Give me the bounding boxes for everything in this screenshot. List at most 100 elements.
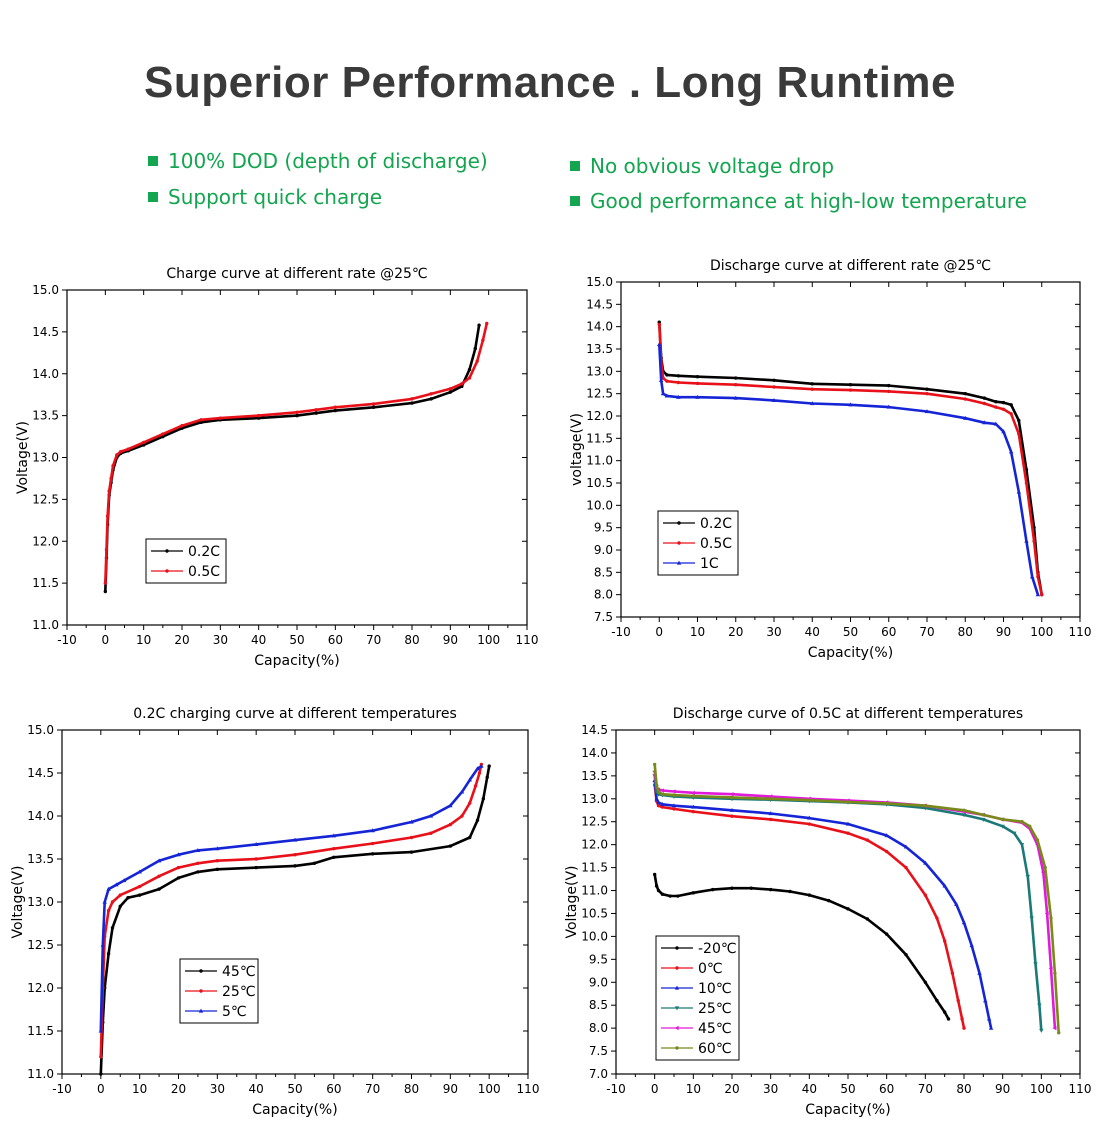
y-tick-label: 9.0 xyxy=(589,975,608,989)
data-point xyxy=(448,390,453,394)
series-line xyxy=(99,765,483,1032)
y-tick-label: 9.5 xyxy=(589,952,608,966)
data-point xyxy=(137,893,142,897)
x-tick-label: 60 xyxy=(328,633,343,647)
data-point xyxy=(460,382,464,386)
data-point xyxy=(671,789,676,794)
data-point xyxy=(106,951,111,956)
data-point xyxy=(1040,592,1044,597)
data-point xyxy=(923,893,928,897)
data-point xyxy=(845,821,851,826)
bullet-square-icon xyxy=(148,192,158,202)
data-point xyxy=(1017,432,1021,436)
data-point xyxy=(676,374,681,378)
data-point xyxy=(657,342,662,347)
data-point xyxy=(256,416,261,420)
series-line xyxy=(653,784,966,1029)
data-point xyxy=(468,835,472,840)
data-point xyxy=(111,464,115,468)
x-tick-label: 70 xyxy=(365,1082,380,1096)
y-tick-label: 15.0 xyxy=(27,723,54,737)
data-point xyxy=(1001,407,1006,411)
data-point xyxy=(1037,1003,1042,1008)
data-point xyxy=(448,387,453,391)
data-point xyxy=(115,453,119,457)
legend-label: 60℃ xyxy=(698,1041,732,1057)
data-point xyxy=(768,811,773,816)
data-point xyxy=(1000,824,1005,829)
data-point xyxy=(180,423,184,428)
y-tick-label: 8.5 xyxy=(589,998,608,1012)
legend-marker xyxy=(675,946,679,950)
y-tick-label: 11.5 xyxy=(586,431,613,445)
data-point xyxy=(730,795,734,800)
data-point xyxy=(1009,403,1013,407)
y-tick-label: 13.5 xyxy=(32,409,59,423)
data-point xyxy=(370,852,375,856)
legend-marker xyxy=(675,1046,679,1050)
data-point xyxy=(448,822,453,827)
chart-discharge-temperature: Discharge curve of 0.5C at different tem… xyxy=(555,700,1100,1130)
data-point xyxy=(672,793,676,797)
data-point xyxy=(710,887,715,892)
data-point xyxy=(924,409,930,414)
data-point xyxy=(314,411,318,415)
series-line xyxy=(653,874,950,1020)
data-point xyxy=(695,381,700,386)
series-line xyxy=(99,765,491,1075)
y-tick-label: 13.5 xyxy=(586,342,613,356)
y-tick-label: 12.5 xyxy=(581,815,608,829)
data-point xyxy=(1001,400,1006,405)
y-tick-label: 14.5 xyxy=(32,325,59,339)
y-axis-label: voltage(V) xyxy=(569,413,585,486)
data-point xyxy=(1052,1025,1057,1031)
data-point xyxy=(691,794,696,798)
data-point xyxy=(660,788,664,793)
y-tick-label: 13.0 xyxy=(27,895,54,909)
x-tick-label: 20 xyxy=(724,1082,739,1096)
data-point xyxy=(485,775,489,779)
data-point xyxy=(460,814,464,818)
legend-box xyxy=(655,935,740,1061)
y-tick-label: 8.0 xyxy=(589,1021,608,1035)
x-tick-label: 50 xyxy=(840,1082,855,1096)
data-point xyxy=(942,1010,947,1014)
data-point xyxy=(176,876,181,880)
data-point xyxy=(981,813,986,817)
x-tick-label: 60 xyxy=(881,625,896,639)
data-point xyxy=(923,803,928,808)
legend-marker xyxy=(676,560,682,565)
y-tick-label: 15.0 xyxy=(586,275,613,289)
data-point xyxy=(448,803,453,808)
data-point xyxy=(925,387,929,391)
y-tick-label: 13.0 xyxy=(581,792,608,806)
data-point xyxy=(654,884,659,888)
x-tick-label: 20 xyxy=(174,633,189,647)
legend-label: 0℃ xyxy=(698,961,723,977)
data-point xyxy=(459,789,465,794)
y-tick-label: 11.0 xyxy=(27,1067,54,1081)
data-point xyxy=(1053,971,1057,975)
data-point xyxy=(1020,820,1024,824)
data-point xyxy=(729,792,734,797)
x-tick-label: -10 xyxy=(57,633,77,647)
data-point xyxy=(660,801,665,806)
x-tick-label: 0 xyxy=(655,625,663,639)
data-point xyxy=(676,380,681,385)
data-point xyxy=(935,916,939,920)
data-point xyxy=(665,379,669,383)
data-point xyxy=(314,408,318,412)
data-point xyxy=(886,404,891,409)
y-tick-label: 12.0 xyxy=(27,981,54,995)
x-tick-label: 90 xyxy=(995,1082,1010,1096)
data-point xyxy=(826,898,831,903)
bullet-square-icon xyxy=(570,161,580,171)
plot-frame xyxy=(61,729,529,1075)
data-point xyxy=(981,817,986,822)
x-tick-label: 0 xyxy=(102,633,110,647)
data-point xyxy=(102,899,107,904)
data-point xyxy=(1039,1028,1044,1033)
chart-discharge-rate: Discharge curve at different rate @25℃ -1… xyxy=(555,255,1100,675)
data-point xyxy=(848,383,853,387)
data-point xyxy=(846,831,850,835)
